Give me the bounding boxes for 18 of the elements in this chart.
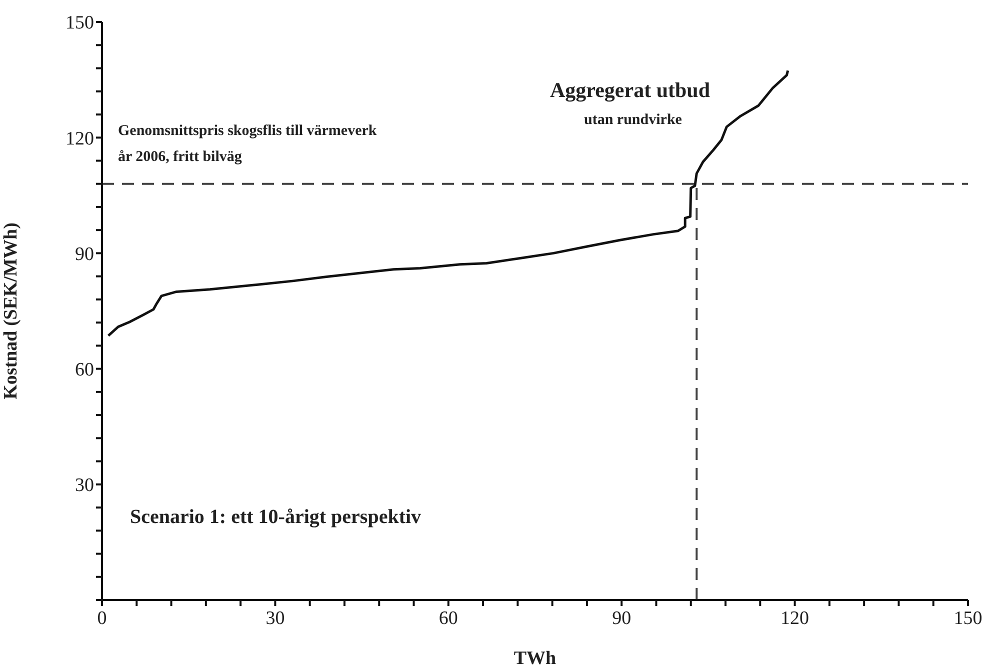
y-tick-label: 30 [75, 475, 94, 496]
x-tick-label: 120 [780, 608, 810, 630]
annotation: Scenario 1: ett 10-årigt perspektiv [130, 506, 422, 529]
x-tick-label: 0 [96, 608, 108, 630]
y-tick-label: 60 [75, 360, 94, 381]
y-tick-label: 150 [66, 12, 94, 34]
line-series [107, 69, 790, 337]
x-tick-label: 30 [264, 608, 286, 630]
annotation: Genomsnittspris skogsflis till värmeverk år 2006, fritt bilväg [118, 122, 377, 167]
annotation: utan rundvirke [584, 112, 682, 129]
y-tick-label: 90 [75, 244, 94, 265]
x-tick-label: 60 [438, 608, 459, 630]
y-tick-label: 120 [66, 128, 94, 150]
y-axis-title: Kostnad (SEK/MWh) [0, 222, 22, 400]
x-axis-title: TWh [514, 648, 557, 666]
annotation: Aggregerat utbud [550, 78, 710, 103]
x-tick-label: 90 [611, 608, 632, 630]
x-tick-label: 150 [952, 608, 984, 630]
